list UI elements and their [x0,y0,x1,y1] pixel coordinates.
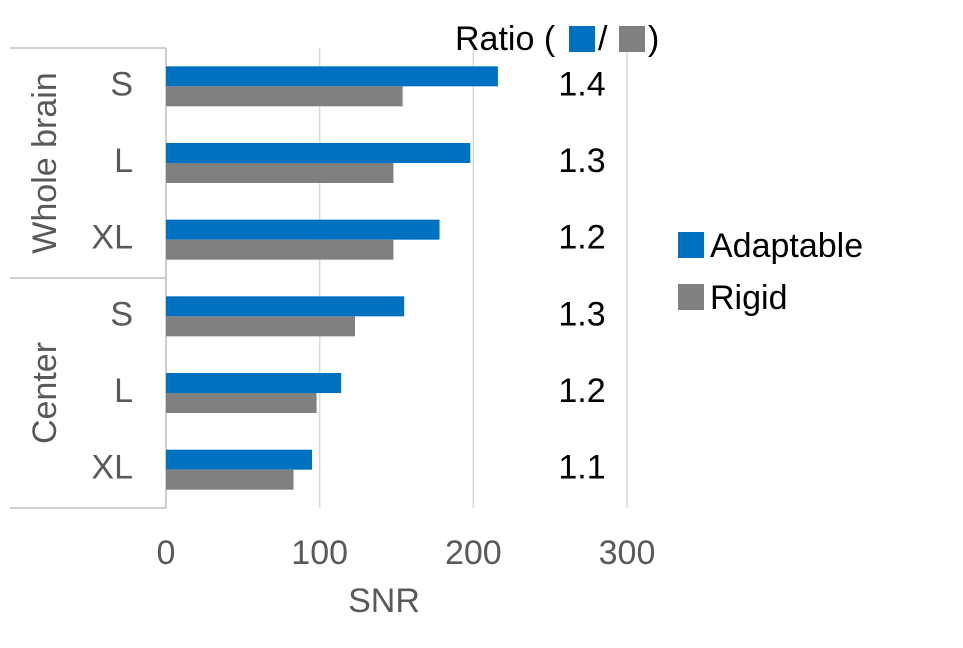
gridlines [318,48,628,508]
legend-swatch-rigid [678,284,704,310]
ratio-header: Ratio ( [455,20,556,58]
legend-swatch-adaptable [678,232,704,258]
group-label-center: Center [26,342,64,444]
ratio-header-suffix: ) [648,20,659,58]
bar-rigid [166,239,394,260]
bar-adaptable [166,143,471,163]
x-tick-label: 100 [291,534,348,572]
category-axis: Whole brain Center [10,47,167,509]
ratio-column: Ratio ( / ) 1.4 1.3 1.2 1.3 1.2 1.1 [455,20,659,487]
bar-adaptable [166,296,405,317]
x-tick-labels: 0 100 200 300 [157,534,656,572]
ratio-value: 1.3 [558,142,605,180]
ratio-value: 1.3 [558,295,605,333]
legend: Adaptable Rigid [678,227,863,317]
ratio-rigid-swatch [619,26,645,52]
x-axis-label: SNR [348,582,420,620]
bar-rigid [166,469,294,490]
category-label: S [110,295,133,333]
x-tick-label: 0 [157,534,176,572]
category-label: L [114,372,133,410]
bar-rigid [166,86,403,107]
category-label: XL [91,219,133,257]
ratio-header-sep: / [598,20,608,58]
category-labels: S L XL S L XL [91,65,133,486]
ratio-value: 1.1 [558,449,605,487]
ratio-value: 1.2 [558,372,605,410]
category-label: XL [91,449,133,487]
ratio-value: 1.4 [558,65,605,103]
legend-label-adaptable: Adaptable [710,227,863,265]
x-tick-label: 300 [599,534,656,572]
legend-label-rigid: Rigid [710,279,787,317]
bar-rigid [166,163,394,183]
category-label: L [114,142,133,180]
bar-adaptable [166,449,312,470]
category-label: S [110,65,133,103]
bar-rigid [166,393,317,413]
bar-rigid [166,316,356,337]
group-label-whole-brain: Whole brain [26,72,64,253]
bar-adaptable [166,219,440,240]
ratio-adaptable-swatch [569,26,595,52]
ratio-value: 1.2 [558,219,605,257]
bar-adaptable [166,373,342,393]
bars [166,66,498,490]
bar-adaptable [166,66,498,87]
x-tick-label: 200 [445,534,502,572]
ratio-header-prefix: Ratio ( [455,20,556,58]
